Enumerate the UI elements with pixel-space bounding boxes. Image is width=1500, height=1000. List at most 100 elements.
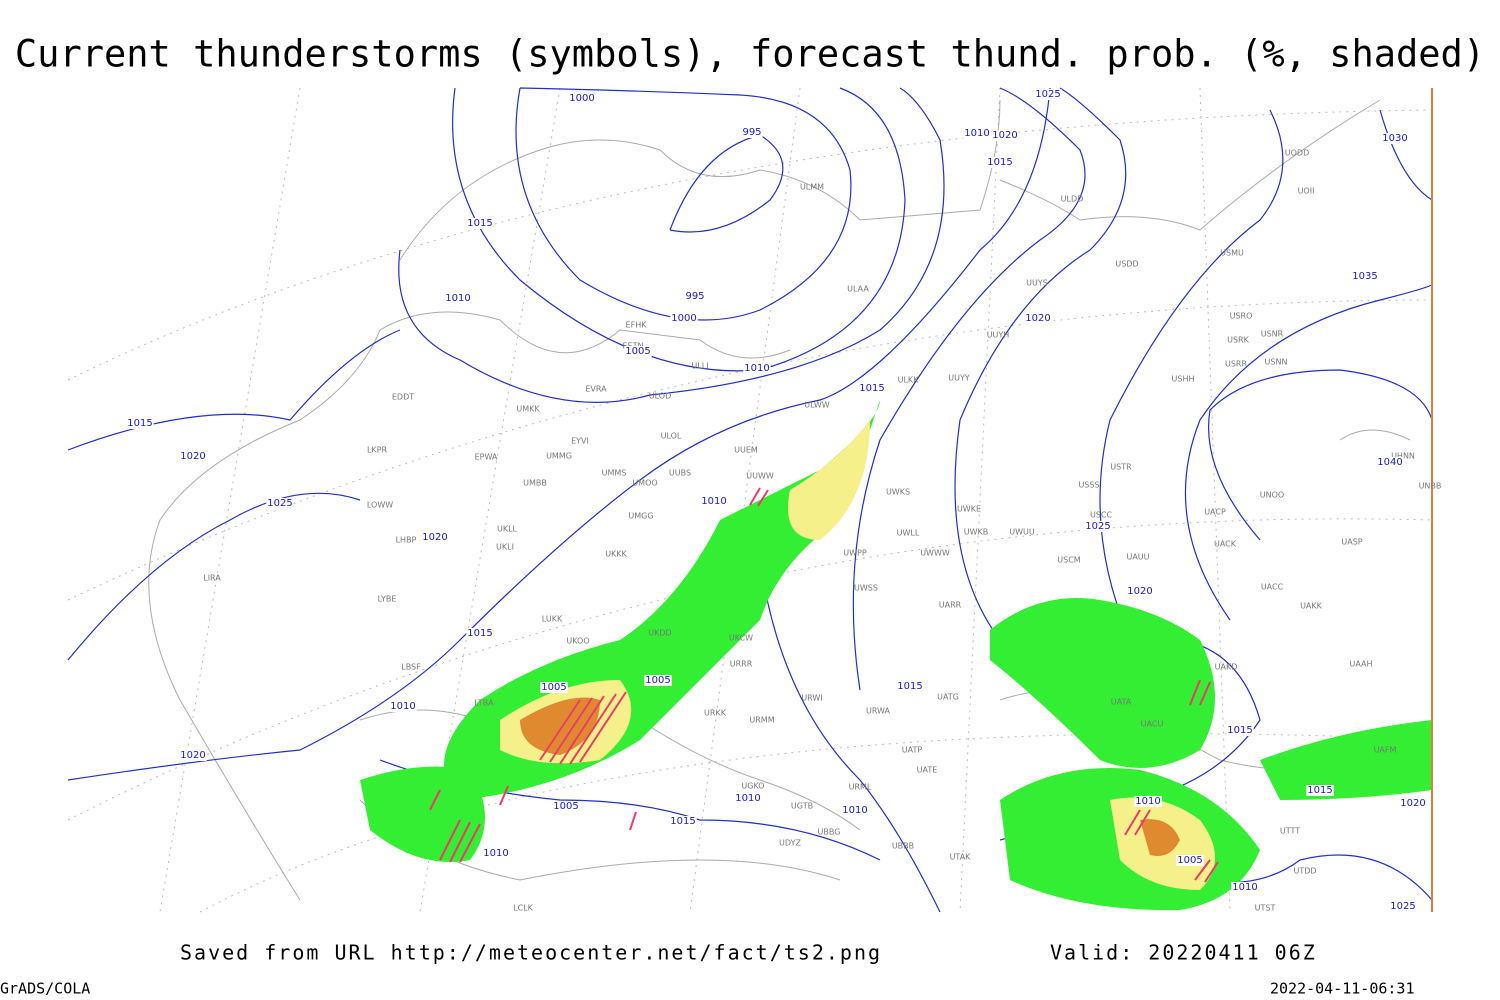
isobar-label-bg: [179, 451, 207, 462]
station-label: ULDD: [1061, 195, 1084, 204]
isobar: [67, 87, 1051, 781]
coastline: [148, 311, 791, 901]
station-label: USNR: [1261, 330, 1284, 339]
station-label: UATG: [937, 693, 959, 702]
graticule-line: [199, 733, 1433, 913]
station-label: UAAH: [1349, 660, 1372, 669]
storm-symbol: [439, 819, 481, 863]
isobar-label-bg: [1399, 798, 1427, 809]
station-label: UMOO: [632, 479, 657, 488]
map-title: Current thunderstorms (symbols), forecas…: [15, 33, 1485, 76]
isobar-label-bg: [1231, 882, 1259, 893]
station-label: UUWW: [746, 472, 774, 481]
station-label: UUBS: [669, 469, 691, 478]
station-label: USRR: [1225, 360, 1247, 369]
isobar-label: 1015: [987, 157, 1012, 168]
isobar-label-bg: [482, 848, 510, 859]
station-label: EDDT: [392, 393, 414, 402]
station-label: ULWW: [804, 401, 829, 410]
source-url: Saved from URL http://meteocenter.net/fa…: [180, 941, 882, 965]
isobar-label: 1020: [992, 130, 1017, 141]
station-label: LKPR: [367, 446, 388, 455]
station-label: USCC: [1090, 511, 1113, 520]
station-label: UAKK: [1300, 602, 1323, 611]
isobar-label-bg: [1024, 313, 1052, 324]
station-label: URKK: [704, 709, 727, 718]
station-label: LBSF: [401, 663, 421, 672]
isobar-label-bg: [179, 750, 207, 761]
isobar-label: 1010: [1232, 882, 1257, 893]
station-label: USCM: [1057, 556, 1081, 565]
station-label: ULOD: [649, 392, 671, 401]
isobar-label-bg: [841, 805, 869, 816]
station-label: UWSS: [854, 584, 878, 593]
station-label: ULOL: [661, 432, 682, 441]
station-labels: ULMM ULDD UOII UODD USMU USDD ULAA UUYS USRO USRK…: [203, 149, 1441, 913]
software: GrADS/COLA: [0, 980, 90, 998]
isobar-label: 1010: [483, 848, 508, 859]
isobar-label: 1030: [1382, 133, 1407, 144]
station-label: UNBB: [1419, 482, 1442, 491]
isobar-label: 1010: [964, 128, 989, 139]
station-label: ULLI: [691, 362, 708, 371]
station-label: URWI: [801, 694, 822, 703]
isobar-label-bg: [1084, 521, 1112, 532]
station-label: UUYY: [948, 374, 970, 383]
station-label: UTAK: [950, 853, 972, 862]
storm-symbol: [1124, 809, 1151, 836]
station-label: UWKB: [964, 528, 989, 537]
thunder-probability-shading: [360, 400, 1432, 911]
station-label: UKOO: [566, 637, 589, 646]
station-label: UWPP: [843, 549, 867, 558]
station-label: UUEM: [734, 446, 758, 455]
station-label: EPWA: [475, 453, 498, 462]
station-label: UATE: [917, 766, 938, 775]
station-label: UAKD: [1215, 663, 1238, 672]
isobar-label-bg: [126, 418, 154, 429]
coastline: [399, 99, 1381, 261]
isobar-label-bg: [421, 532, 449, 543]
isobar-label: 1025: [1035, 89, 1060, 100]
isobar-label-bg: [1126, 586, 1154, 597]
station-label: USRK: [1227, 336, 1249, 345]
station-label: UACU: [1141, 720, 1164, 729]
station-label: UATP: [902, 746, 923, 755]
isobar-label: 1010: [445, 293, 470, 304]
isobar: [852, 87, 1086, 691]
station-label: UACK: [1214, 540, 1237, 549]
station-label: URRR: [730, 660, 753, 669]
station-label: ULMM: [800, 183, 824, 192]
station-label: UACC: [1261, 583, 1284, 592]
station-label: UBBG: [818, 828, 841, 837]
station-label: USNN: [1265, 358, 1288, 367]
station-label: USHH: [1172, 375, 1195, 384]
isobar-label: 1020: [1025, 313, 1050, 324]
isobar-label: 1025: [1390, 901, 1415, 912]
station-label: EYVI: [571, 437, 589, 446]
isobar-label: 1015: [1307, 785, 1332, 796]
isobar-label: 1015: [127, 418, 152, 429]
isobar-label-bg: [389, 701, 417, 712]
station-label: LYBE: [378, 595, 397, 604]
shade-high: [1140, 819, 1180, 856]
station-label: UKLI: [496, 543, 514, 552]
isobar-label-bg: [624, 346, 652, 357]
isobar-label: 995: [742, 127, 761, 138]
isobar-label-bg: [684, 291, 706, 302]
isobar-label-bg: [963, 128, 991, 139]
isobar-label-bg: [1134, 796, 1162, 807]
station-label: LHBP: [396, 536, 417, 545]
station-label: UMKK: [516, 405, 540, 414]
isobar-label: 1005: [553, 801, 578, 812]
isobar-label-bg: [1034, 89, 1062, 100]
station-label: LCLK: [513, 904, 534, 913]
shade-low: [360, 766, 485, 862]
isobar-label: 1010: [701, 496, 726, 507]
isobar-label: 995: [685, 291, 704, 302]
isobar-label-bg: [644, 675, 672, 686]
isobar-label: 1020: [180, 750, 205, 761]
station-label: UMBB: [523, 479, 547, 488]
shade-low: [990, 598, 1215, 768]
station-label: UMMG: [546, 452, 572, 461]
